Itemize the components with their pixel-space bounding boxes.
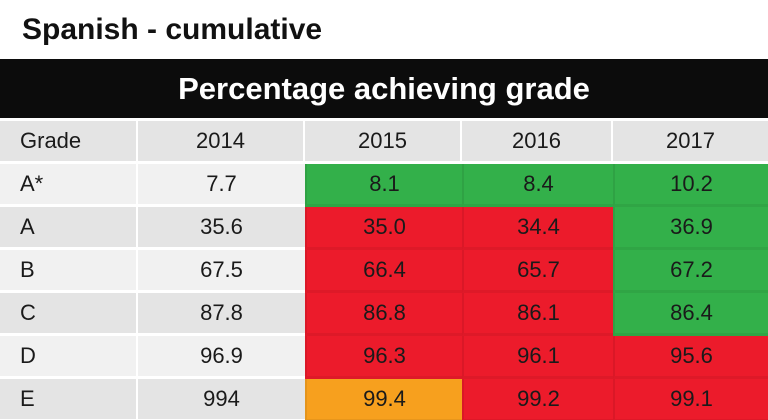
table-banner: Percentage achieving grade xyxy=(0,59,768,121)
column-header: 2016 xyxy=(462,121,613,164)
column-header: 2015 xyxy=(305,121,462,164)
value-cell: 67.2 xyxy=(613,250,768,293)
grade-cell: C xyxy=(0,293,138,336)
value-cell: 99.4 xyxy=(305,379,462,420)
table-banner-text: Percentage achieving grade xyxy=(178,70,590,106)
table-row: E 994 99.4 99.2 99.1 xyxy=(0,379,768,420)
value-cell: 994 xyxy=(138,379,305,420)
value-cell: 99.1 xyxy=(613,379,768,420)
grade-cell: A xyxy=(0,207,138,250)
value-cell: 67.5 xyxy=(138,250,305,293)
value-cell: 96.1 xyxy=(462,336,613,379)
page-title: Spanish - cumulative xyxy=(22,12,323,46)
grade-cell: E xyxy=(0,379,138,420)
grades-table: Grade 2014 2015 2016 2017 A* 7.7 8.1 8.4 10.2 A 35.… xyxy=(0,121,768,420)
value-cell: 86.1 xyxy=(462,293,613,336)
value-cell: 34.4 xyxy=(462,207,613,250)
value-cell: 8.1 xyxy=(305,164,462,207)
value-cell: 86.8 xyxy=(305,293,462,336)
value-cell: 65.7 xyxy=(462,250,613,293)
table-row: B 67.5 66.4 65.7 67.2 xyxy=(0,250,768,293)
value-cell: 35.0 xyxy=(305,207,462,250)
value-cell: 86.4 xyxy=(613,293,768,336)
column-header: 2014 xyxy=(138,121,305,164)
value-cell: 95.6 xyxy=(613,336,768,379)
grade-cell: D xyxy=(0,336,138,379)
grade-cell: A* xyxy=(0,164,138,207)
grade-cell: B xyxy=(0,250,138,293)
value-cell: 96.9 xyxy=(138,336,305,379)
column-header: 2017 xyxy=(613,121,768,164)
value-cell: 66.4 xyxy=(305,250,462,293)
value-cell: 99.2 xyxy=(462,379,613,420)
value-cell: 36.9 xyxy=(613,207,768,250)
value-cell: 87.8 xyxy=(138,293,305,336)
table-row: A 35.6 35.0 34.4 36.9 xyxy=(0,207,768,250)
table-row: D 96.9 96.3 96.1 95.6 xyxy=(0,336,768,379)
table-header-row: Grade 2014 2015 2016 2017 xyxy=(0,121,768,164)
value-cell: 10.2 xyxy=(613,164,768,207)
value-cell: 8.4 xyxy=(462,164,613,207)
table-row: A* 7.7 8.1 8.4 10.2 xyxy=(0,164,768,207)
title-bar: Spanish - cumulative xyxy=(0,0,768,59)
column-header: Grade xyxy=(0,121,138,164)
value-cell: 35.6 xyxy=(138,207,305,250)
value-cell: 96.3 xyxy=(305,336,462,379)
table-row: C 87.8 86.8 86.1 86.4 xyxy=(0,293,768,336)
value-cell: 7.7 xyxy=(138,164,305,207)
